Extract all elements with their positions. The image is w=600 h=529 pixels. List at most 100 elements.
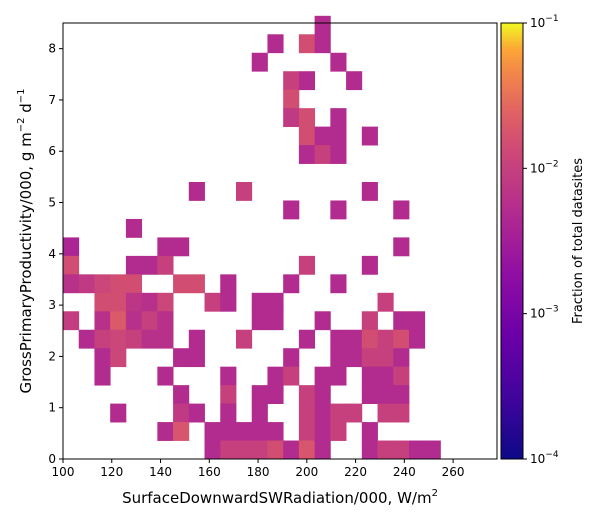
colorbar-tick-label: 10−2 (530, 159, 559, 175)
heatmap-cell (346, 329, 363, 349)
heatmap-cell (361, 385, 378, 405)
heatmap-cell (235, 329, 253, 349)
x-axis-ticks: 100 120 140 160 180 200 220 240 260 (52, 459, 465, 479)
heatmap-cell (220, 366, 237, 386)
heatmap-cell (125, 311, 143, 331)
heatmap-cell (267, 422, 284, 441)
heatmap-cell (377, 440, 394, 460)
heatmap-cell (330, 52, 347, 72)
heatmap-cell (188, 329, 205, 349)
heatmap-cell (361, 348, 378, 368)
heatmap-cell (110, 329, 127, 349)
heatmap-cell (314, 385, 331, 405)
heatmap-cell (141, 255, 158, 275)
heatmap-cell (314, 145, 331, 164)
heatmap-cell (377, 292, 394, 312)
heatmap-cell (141, 311, 158, 331)
heatmap-cell (267, 385, 284, 405)
heatmap-cell (188, 348, 205, 368)
x-tick-label: 260 (442, 465, 465, 479)
heatmap-cell (125, 292, 143, 312)
heatmap-cell (157, 255, 174, 275)
heatmap-cell (298, 422, 316, 441)
heatmap-cell (283, 108, 300, 128)
y-axis-ticks: 0 1 2 3 4 5 6 7 8 (48, 42, 63, 466)
colorbar-tick-label: 10−1 (530, 14, 559, 30)
heatmap-cell (125, 274, 143, 294)
heatmap-cell (204, 292, 221, 312)
heatmap-cell (314, 311, 331, 331)
heatmap-cell (283, 274, 300, 294)
colorbar (500, 22, 524, 460)
heatmap-cell (235, 182, 253, 201)
heatmap-cell (251, 385, 268, 405)
heatmap-cell (94, 292, 111, 312)
heatmap-cells (63, 15, 441, 460)
heatmap-cell (361, 126, 378, 146)
heatmap-cell (157, 422, 174, 441)
heatmap-cell (393, 200, 410, 220)
x-tick-label: 100 (52, 465, 75, 479)
x-tick-label: 200 (295, 465, 318, 479)
y-tick-label: 6 (48, 144, 56, 158)
heatmap-cell (346, 71, 363, 91)
y-tick-label: 0 (48, 452, 56, 466)
heatmap-cell (63, 255, 80, 275)
heatmap-cell (377, 403, 394, 423)
heatmap-cell (110, 292, 127, 312)
heatmap-cell (63, 237, 80, 257)
heatmap-cell (251, 440, 268, 460)
heatmap-cell (361, 182, 378, 201)
colorbar-tick-label: 10−4 (530, 450, 559, 466)
heatmap-cell (267, 311, 284, 331)
heatmap-cell (361, 422, 378, 441)
y-tick-label: 8 (48, 42, 56, 56)
heatmap-cell (330, 422, 347, 441)
heatmap-cell (408, 329, 426, 349)
heatmap-cell (346, 348, 363, 368)
heatmap-cell (157, 311, 174, 331)
heatmap-cell (393, 403, 410, 423)
heatmap-cell (94, 329, 111, 349)
heatmap-cell (330, 329, 347, 349)
heatmap-cell (314, 422, 331, 441)
heatmap-cell (267, 366, 284, 386)
heatmap-cell (298, 34, 316, 54)
heatmap-cell (393, 385, 410, 405)
heatmap-cell (330, 200, 347, 220)
heatmap-cell (330, 274, 347, 294)
heatmap-cell (330, 366, 347, 386)
heatmap-cell (330, 403, 347, 423)
heatmap-cell (393, 366, 410, 386)
colorbar-tick-label: 10−3 (530, 305, 559, 321)
heatmap-cell (220, 440, 237, 460)
heatmap-cell (125, 329, 143, 349)
colorbar-ticks: 10−1 10−2 10−3 10−4 (523, 14, 559, 466)
heatmap-cell (220, 274, 237, 294)
heatmap-cell (298, 385, 316, 405)
heatmap-cell (78, 274, 95, 294)
heatmap-cell (283, 366, 300, 386)
heatmap-cell (330, 145, 347, 164)
heatmap-cell (157, 366, 174, 386)
heatmap-cell (361, 311, 378, 331)
heatmap-cell (125, 218, 143, 238)
heatmap-cell (298, 126, 316, 146)
heatmap-cell (314, 366, 331, 386)
heatmap-cell (125, 255, 143, 275)
heatmap-cell (298, 255, 316, 275)
heatmap-cell (314, 126, 331, 146)
heatmap-cell (188, 182, 205, 201)
colorbar-label: Fraction of total datasites (571, 158, 586, 324)
heatmap-cell (393, 348, 410, 368)
heatmap-cell (267, 440, 284, 460)
heatmap-cell (251, 52, 268, 72)
heatmap-cell (173, 403, 190, 423)
heatmap-cell (314, 15, 331, 35)
heatmap-cell (424, 440, 441, 460)
heatmap-cell (188, 403, 205, 423)
heatmap-cell (188, 274, 205, 294)
heatmap-cell (251, 403, 268, 423)
heatmap-cell (298, 403, 316, 423)
